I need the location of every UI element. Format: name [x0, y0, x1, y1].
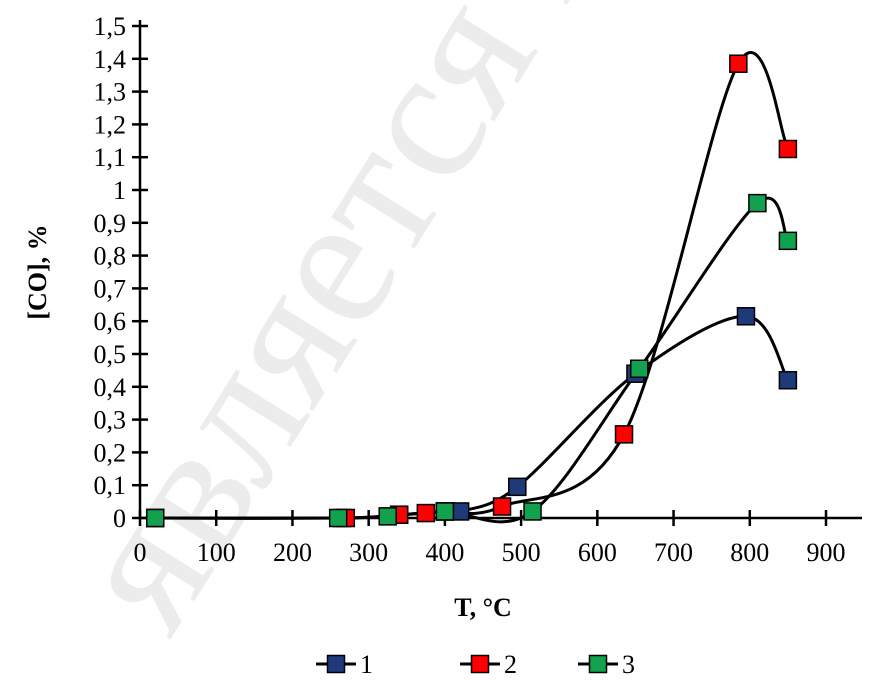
series-2-point: [614, 425, 634, 444]
y-tick-label: 0,6: [94, 307, 127, 336]
x-tick-label: 200: [273, 538, 312, 567]
y-tick-label: 0: [113, 504, 126, 533]
x-tick-label: 600: [578, 538, 617, 567]
x-tick-label: 300: [349, 538, 388, 567]
series-3-point: [748, 193, 767, 213]
legend-marker-2: [470, 654, 490, 674]
x-tick-label: 500: [502, 538, 541, 567]
y-tick-label: 1,1: [94, 143, 127, 172]
series-1-point: [508, 477, 527, 497]
series-2-point: [778, 139, 798, 159]
x-tick-label: 400: [425, 538, 464, 567]
legend-label-3: 3: [622, 650, 635, 679]
x-tick-label: 700: [654, 538, 693, 567]
y-tick-label: 1,2: [94, 110, 127, 139]
series-3-point: [630, 359, 649, 379]
y-tick-label: 0,8: [94, 242, 127, 271]
y-axis-title: [CO], %: [23, 224, 52, 319]
y-tick-label: 1,5: [94, 12, 127, 41]
legend-marker-3: [588, 654, 608, 674]
y-tick-label: 1,4: [94, 45, 127, 74]
y-tick-label: 1,3: [94, 78, 127, 107]
series-3-point: [328, 508, 348, 528]
series-3-point: [435, 502, 455, 521]
y-tick-label: 0,4: [94, 373, 127, 402]
series-markers: [145, 54, 798, 528]
y-tick-label: 0,5: [94, 340, 127, 369]
x-tick-label: 900: [807, 538, 846, 567]
legend-marker-1: [326, 654, 346, 674]
series-2-point: [729, 54, 748, 73]
series-3-point: [523, 502, 542, 521]
y-tick-label: 0,2: [94, 438, 127, 467]
series-3-point: [145, 508, 165, 528]
series-2-point: [416, 503, 436, 523]
y-tick-label: 0,1: [94, 471, 127, 500]
x-tick-label: 800: [730, 538, 769, 567]
legend-label-1: 1: [360, 650, 373, 679]
axes: 0 100 200 300 400 500 600 700 800 900 0 0,1 0,2 0,3 0,…: [94, 12, 862, 567]
series-1-point: [450, 502, 470, 521]
y-tick-label: 0,7: [94, 274, 127, 303]
x-axis-title: T, °C: [454, 593, 512, 622]
x-tick-label: 100: [197, 538, 236, 567]
series-2-point: [492, 497, 512, 516]
series-1-point: [778, 370, 798, 390]
series-3-point: [378, 507, 397, 526]
legend-label-2: 2: [504, 650, 517, 679]
series-3-point: [778, 231, 798, 251]
y-tick-label: 1: [113, 176, 126, 205]
series-1-point: [736, 307, 756, 326]
x-tick-label: 0: [134, 538, 147, 567]
legend: 1 2 3: [316, 650, 635, 679]
y-tick-label: 0,9: [94, 209, 127, 238]
y-tick-label: 0,3: [94, 406, 127, 435]
